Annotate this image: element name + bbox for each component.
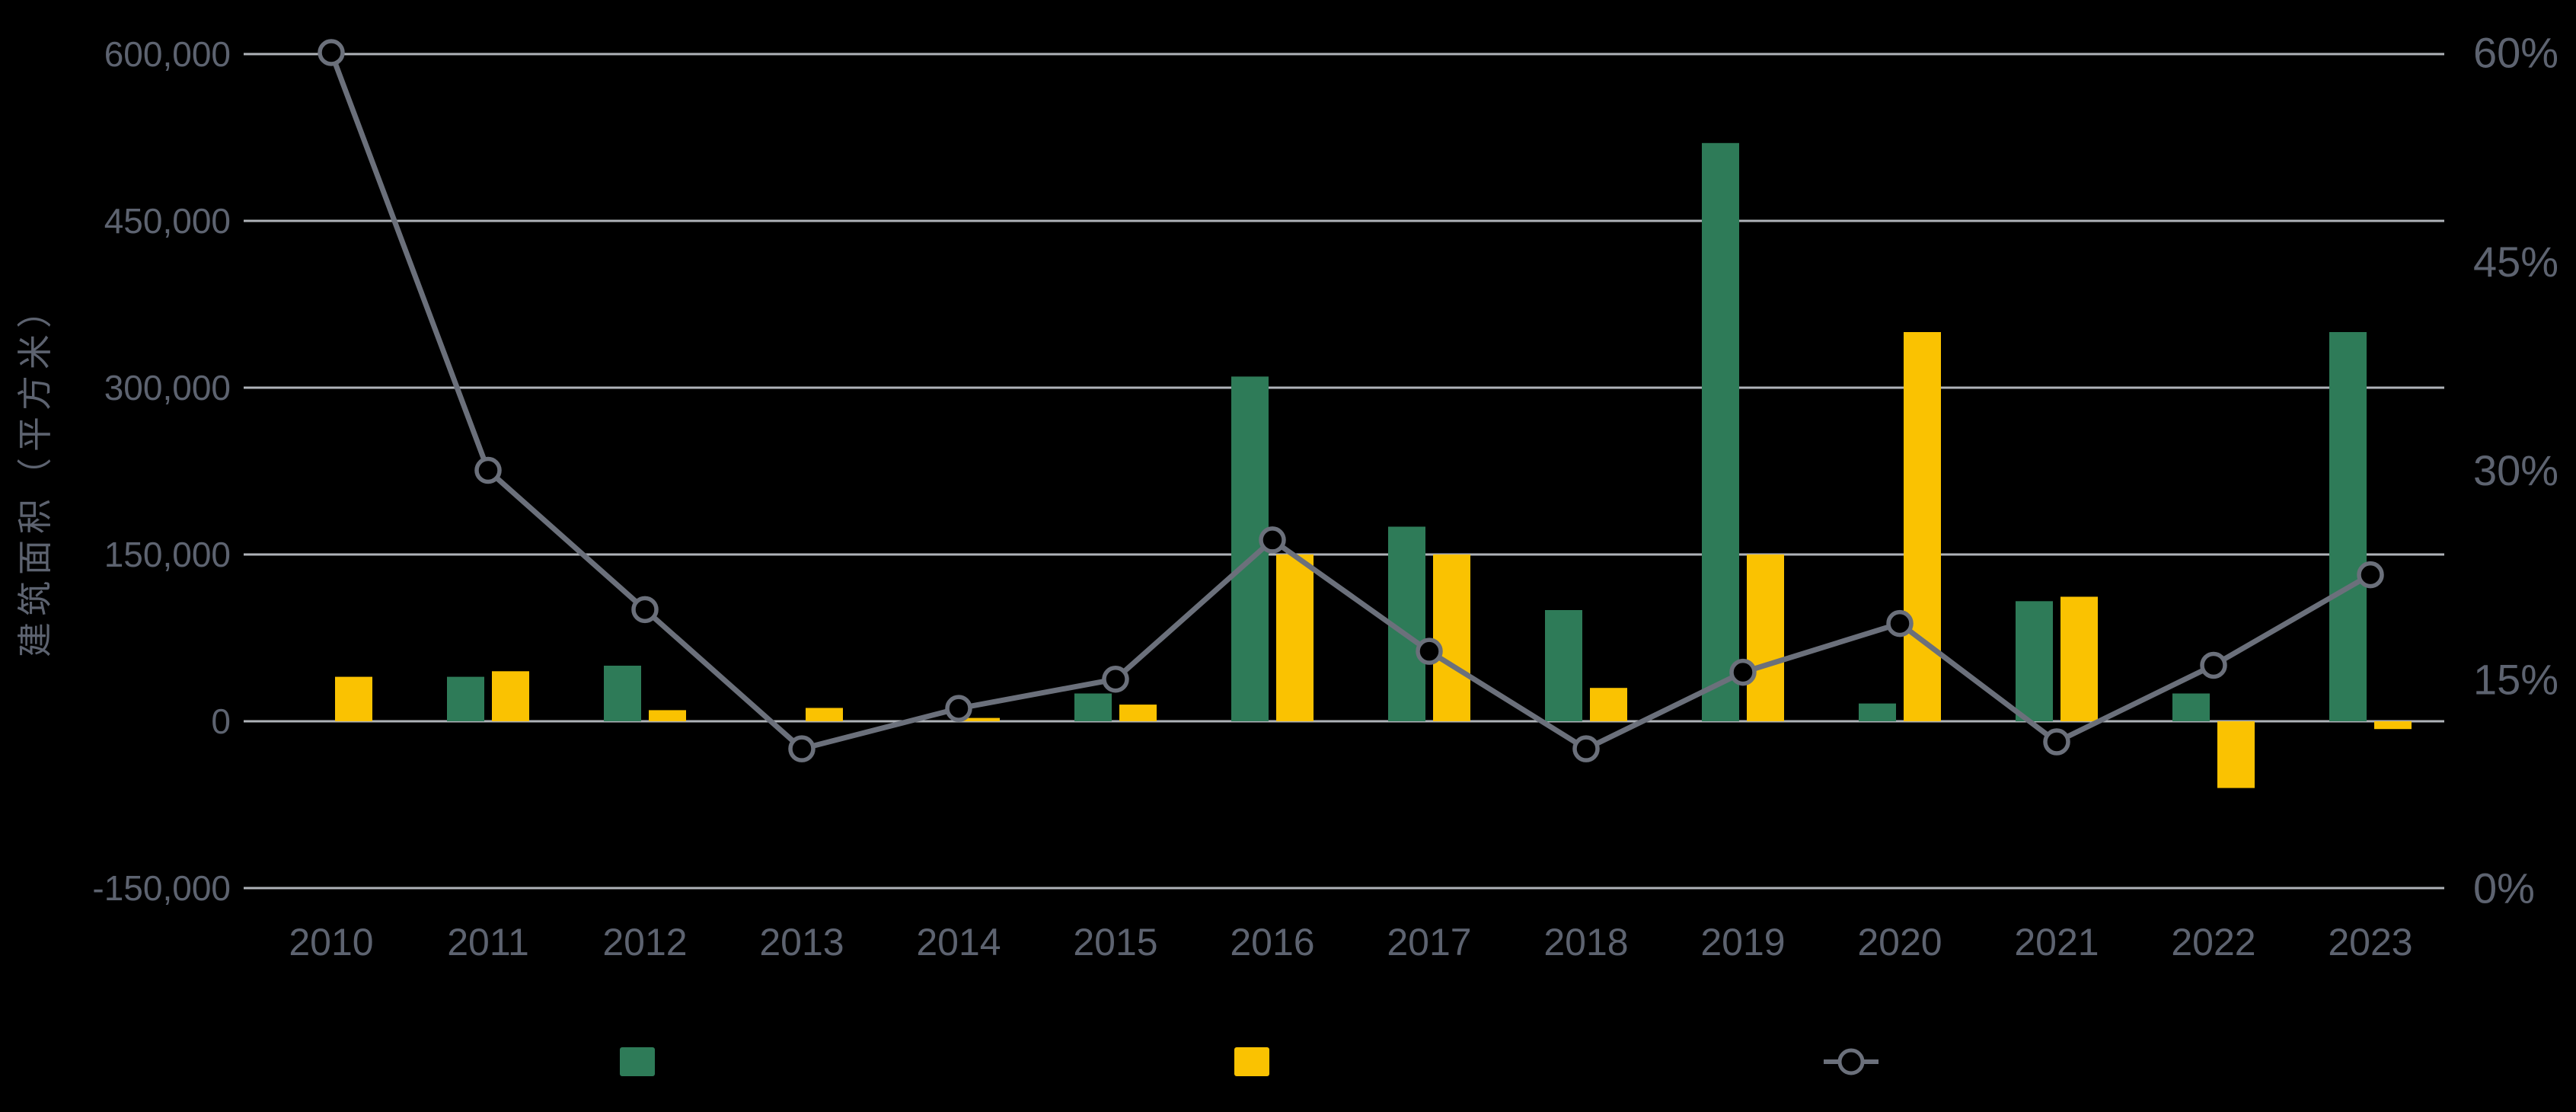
right-axis-tick-label: 15% — [2473, 655, 2558, 703]
grid-lines — [244, 53, 2444, 890]
bar-yellow-2021[interactable] — [2060, 596, 2098, 721]
left-axis-tick-label: 300,000 — [104, 368, 231, 407]
bar-yellow-2018[interactable] — [1590, 688, 1627, 721]
bar-yellow-2022[interactable] — [2217, 721, 2255, 788]
x-axis-tick-label: 2016 — [1230, 921, 1314, 963]
bar-yellow-2017[interactable] — [1433, 554, 1470, 721]
bar-yellow-2014[interactable] — [962, 717, 1000, 721]
x-axis-tick-label: 2023 — [2328, 921, 2412, 963]
x-axis-tick-label: 2019 — [1700, 921, 1785, 963]
right-axis-tick-label: 30% — [2473, 446, 2558, 494]
line-marker-2014[interactable] — [945, 695, 972, 722]
bar-green-2022[interactable] — [2172, 693, 2210, 722]
line-marker-2019[interactable] — [1729, 658, 1757, 686]
x-axis-tick-label: 2015 — [1073, 921, 1157, 963]
x-axis-tick-label: 2017 — [1387, 921, 1471, 963]
left-axis-title: 建筑面积（平方米） — [15, 287, 55, 657]
right-axis-tick-label: 45% — [2473, 238, 2558, 286]
x-axis-tick-label: 2018 — [1543, 921, 1628, 963]
left-axis-tick-label: -150,000 — [92, 868, 231, 908]
x-axis-tick-label: 2012 — [602, 921, 687, 963]
line-path — [328, 51, 2372, 752]
line-marker-2017[interactable] — [1416, 637, 1443, 665]
bar-yellow-2011[interactable] — [492, 671, 529, 721]
bar-yellow-2015[interactable] — [1119, 705, 1157, 721]
line-marker-2010[interactable] — [318, 39, 345, 66]
legend-line-marker-icon — [1837, 1048, 1865, 1075]
legend-swatch-icon — [1234, 1047, 1269, 1076]
bar-yellow-2019[interactable] — [1747, 554, 1784, 721]
bar-series — [335, 142, 2412, 788]
bar-yellow-2016[interactable] — [1276, 554, 1314, 721]
bar-yellow-2023[interactable] — [2374, 721, 2412, 730]
bar-yellow-2013[interactable] — [806, 708, 843, 721]
legend — [620, 1047, 1879, 1076]
line-marker-2012[interactable] — [631, 596, 659, 624]
line-marker-2023[interactable] — [2357, 561, 2384, 589]
bar-green-2023[interactable] — [2329, 332, 2367, 721]
right-axis-tick-label: 0% — [2473, 864, 2535, 912]
line-series — [318, 39, 2384, 762]
left-axis-tick-label: 600,000 — [104, 34, 231, 74]
left-axis-tick-label: 450,000 — [104, 201, 231, 241]
bar-green-2012[interactable] — [604, 666, 641, 721]
legend-swatch-icon — [620, 1047, 655, 1076]
bar-green-2019[interactable] — [1702, 142, 1739, 722]
bar-green-2011[interactable] — [447, 676, 484, 721]
line-marker-2021[interactable] — [2043, 728, 2070, 756]
legend-item-2[interactable] — [1824, 1048, 1879, 1075]
bar-yellow-2012[interactable] — [649, 710, 686, 721]
x-axis-tick-label: 2020 — [1857, 921, 1942, 963]
line-marker-2016[interactable] — [1259, 526, 1286, 554]
bar-green-2020[interactable] — [1859, 703, 1896, 721]
right-axis-tick-label: 60% — [2473, 29, 2558, 77]
x-axis-tick-label: 2013 — [759, 921, 844, 963]
bar-yellow-2010[interactable] — [335, 676, 372, 721]
line-marker-2020[interactable] — [1886, 609, 1914, 637]
bar-green-2021[interactable] — [2016, 601, 2053, 721]
x-axis-tick-label: 2014 — [916, 921, 1001, 963]
left-axis-tick-label: 0 — [211, 701, 231, 741]
x-axis-tick-label: 2011 — [447, 921, 529, 963]
line-marker-2018[interactable] — [1572, 735, 1600, 762]
bar-yellow-2020[interactable] — [1904, 332, 1941, 721]
bar-green-2018[interactable] — [1545, 610, 1582, 721]
x-axis-tick-label: 2010 — [289, 921, 373, 963]
legend-item-0[interactable] — [620, 1047, 655, 1076]
line-marker-2022[interactable] — [2200, 651, 2227, 679]
line-marker-2013[interactable] — [788, 735, 816, 762]
left-axis-tick-label: 150,000 — [104, 535, 231, 574]
bar-green-2015[interactable] — [1074, 693, 1112, 722]
x-axis-tick-label: 2021 — [2014, 921, 2099, 963]
x-axis-tick-label: 2022 — [2171, 921, 2255, 963]
line-marker-2015[interactable] — [1102, 666, 1129, 693]
line-marker-2011[interactable] — [474, 456, 502, 484]
legend-item-1[interactable] — [1234, 1047, 1269, 1076]
